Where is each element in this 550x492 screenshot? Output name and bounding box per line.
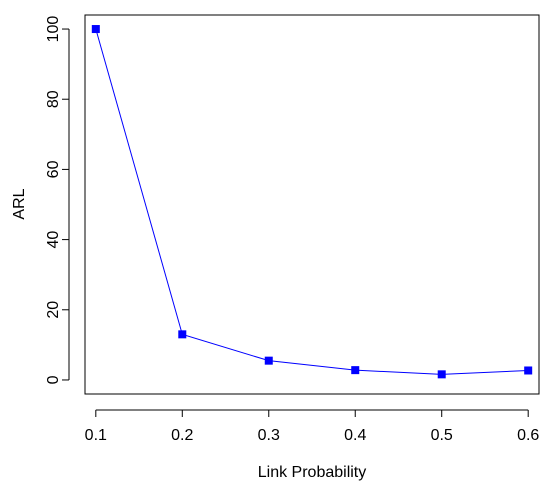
y-tick-label: 80 [45,90,62,108]
data-point [524,366,533,375]
data-point [351,366,360,375]
x-tick-label: 0.3 [258,427,280,444]
data-point [437,370,446,379]
x-axis-title: Link Probability [258,464,367,481]
y-tick-label: 0 [45,375,62,384]
x-tick-label: 0.4 [344,427,366,444]
y-tick-label: 20 [45,301,62,319]
x-axis: 0.1 0.2 0.3 0.4 0.5 0.6 [85,409,539,444]
y-axis-title: ARL [11,188,28,219]
data-point [91,25,100,34]
x-tick-label: 0.6 [517,427,539,444]
plot-frame [84,14,540,395]
x-tick-label: 0.5 [431,427,453,444]
x-tick-label: 0.2 [171,427,193,444]
series-layer [91,25,533,379]
y-tick-label: 40 [45,231,62,249]
series-line [95,28,529,375]
data-point [264,356,273,365]
data-point [178,330,187,339]
y-tick-label: 60 [45,160,62,178]
x-tick-label: 0.1 [85,427,107,444]
y-axis: 0 20 40 60 80 100 [45,16,70,384]
y-tick-label: 100 [45,16,62,43]
